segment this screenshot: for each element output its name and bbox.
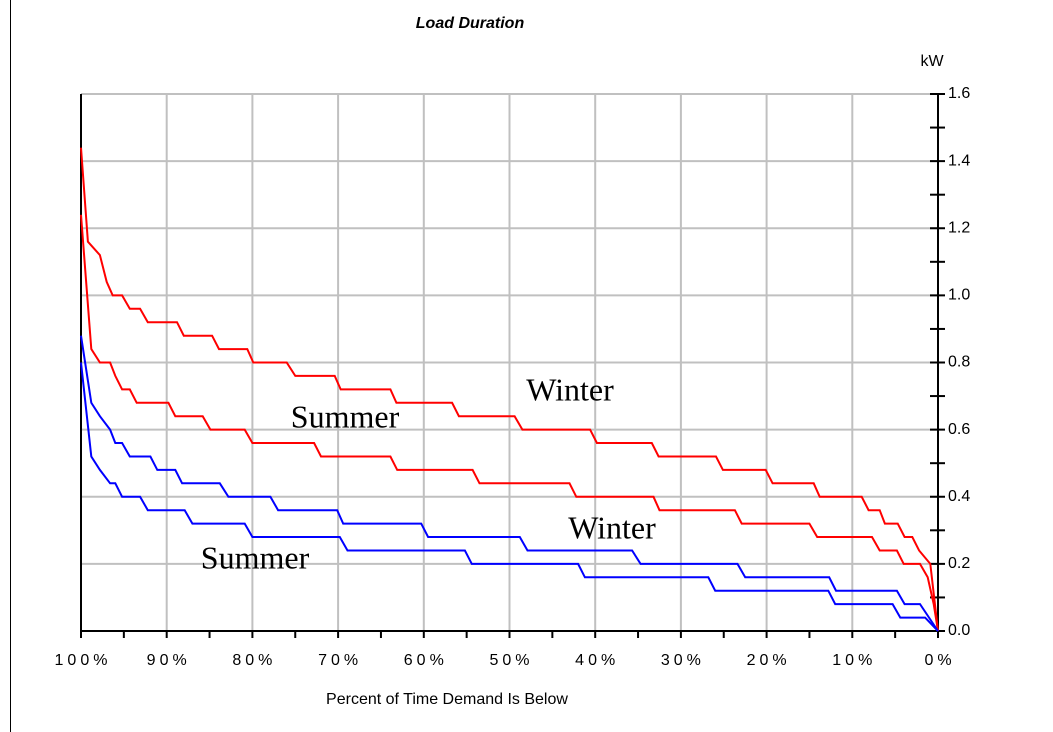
x-tick-label: 0% (924, 652, 955, 669)
x-tick-label: 90% (147, 652, 191, 669)
y-tick-label: 1.0 (948, 287, 970, 304)
series-label: Summer (291, 398, 400, 434)
y-tick-label: 0.2 (948, 555, 970, 572)
chart-title: Load Duration (416, 15, 525, 32)
series-line (80, 362, 939, 632)
x-tick-label: 20% (747, 652, 791, 669)
series-line (80, 214, 939, 632)
series-line (80, 147, 939, 632)
y-axis-label: kW (920, 53, 944, 70)
y-tick-label: 0.8 (948, 354, 970, 371)
x-tick-label: 40% (575, 652, 619, 669)
x-tick-label: 100% (55, 652, 112, 669)
y-tick-label: 1.6 (948, 85, 970, 102)
series-label: Summer (201, 539, 310, 575)
series-label: Winter (568, 509, 656, 545)
x-tick-label: 70% (318, 652, 362, 669)
series-label: Winter (526, 371, 614, 407)
y-tick-label: 0.0 (948, 622, 970, 639)
y-tick-label: 1.4 (948, 152, 970, 169)
y-tick-label: 0.6 (948, 421, 970, 438)
x-tick-label: 80% (232, 652, 276, 669)
x-tick-label: 60% (404, 652, 448, 669)
series-line (80, 335, 939, 632)
x-tick-label: 10% (832, 652, 876, 669)
x-axis-label: Percent of Time Demand Is Below (326, 691, 568, 708)
y-tick-label: 1.2 (948, 219, 970, 236)
x-tick-label: 30% (661, 652, 705, 669)
y-tick-label: 0.4 (948, 488, 970, 505)
x-tick-label: 50% (489, 652, 533, 669)
